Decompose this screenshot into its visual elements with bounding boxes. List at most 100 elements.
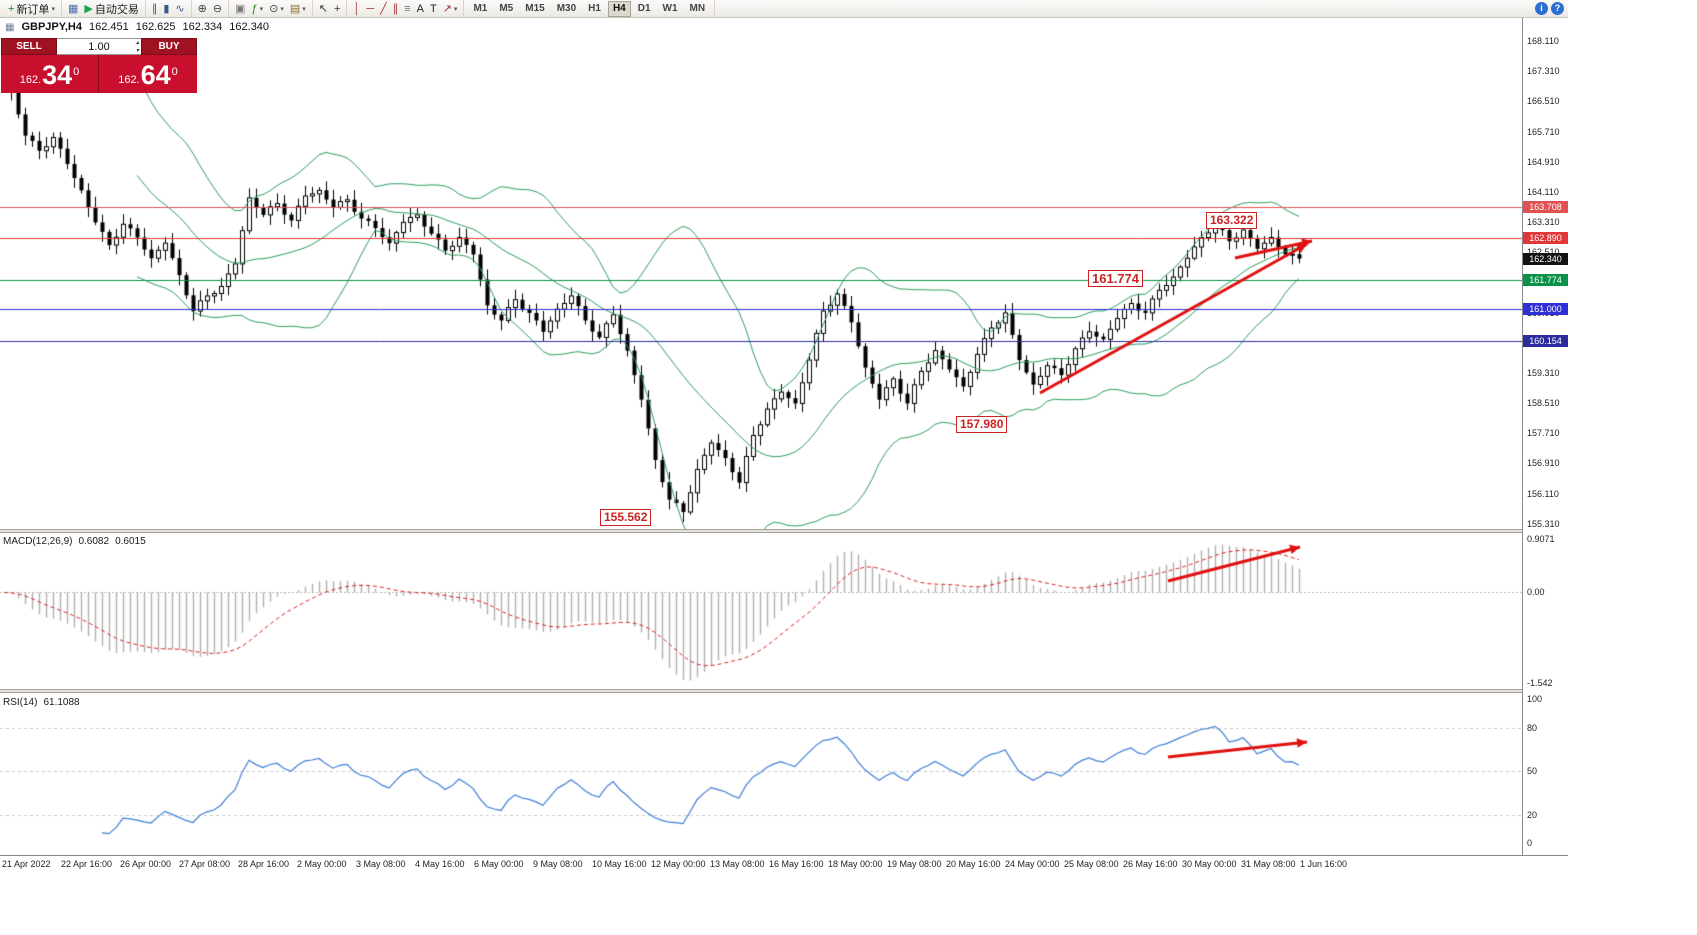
rsi-tick-label: 0 xyxy=(1527,838,1533,849)
charts-grid-button[interactable]: ▦ xyxy=(65,1,81,17)
volume-stepper[interactable]: ▴ ▾ xyxy=(136,39,139,55)
price-pane[interactable] xyxy=(0,18,1522,529)
timeframe-m15-button[interactable]: M15 xyxy=(525,2,545,14)
timeframe-m1-button[interactable]: M1 xyxy=(473,2,488,14)
time-tick-label: 31 May 08:00 xyxy=(1241,859,1296,869)
timeframe-d1-button[interactable]: D1 xyxy=(637,2,651,14)
equidistant-channel-icon: ∥ xyxy=(392,2,399,15)
macd-value-2: 0.6015 xyxy=(115,536,146,547)
low-value: 162.334 xyxy=(182,21,223,33)
line-chart-button[interactable]: ∿ xyxy=(172,1,187,17)
macd-name: MACD(12,26,9) xyxy=(3,536,73,547)
pane-separator[interactable] xyxy=(0,689,1568,693)
help-button[interactable]: ? xyxy=(1551,2,1564,15)
sell-price-pipette: 0 xyxy=(73,66,80,78)
bar-chart-icon: ∥ xyxy=(151,2,158,15)
sell-price-box[interactable]: 162. 34 0 xyxy=(1,55,99,93)
cursor-icon: ↖ xyxy=(318,2,328,15)
price-tick-label: 157.710 xyxy=(1527,428,1560,439)
fibonacci-icon: ≡ xyxy=(404,2,411,15)
rsi-tick-label: 100 xyxy=(1527,693,1543,704)
zoom-out-button[interactable]: ⊖ xyxy=(210,1,225,17)
dropdown-caret-icon[interactable]: ▾ xyxy=(453,5,458,13)
timeframe-h1-button[interactable]: H1 xyxy=(588,2,601,14)
time-tick-label: 26 May 16:00 xyxy=(1123,859,1178,869)
dropdown-caret-icon[interactable]: ▾ xyxy=(51,5,55,13)
macd-indicator-label: MACD(12,26,9) 0.6082 0.6015 xyxy=(3,536,146,547)
price-tick-label: 156.910 xyxy=(1527,458,1560,469)
text-button[interactable]: A xyxy=(414,1,427,17)
periods-button[interactable]: ⊙ ▾ xyxy=(266,1,287,17)
new-order-button-label: 新订单 xyxy=(16,3,50,16)
crosshair-button[interactable]: + xyxy=(331,1,343,17)
price-tick-label: 163.310 xyxy=(1527,217,1560,228)
timeframe-m5-button[interactable]: M5 xyxy=(499,2,514,14)
chart-icon: ▦ xyxy=(5,21,15,33)
fibonacci-button[interactable]: ≡ xyxy=(401,1,413,17)
macd-pane[interactable] xyxy=(0,533,1522,689)
dropdown-caret-icon[interactable]: ▾ xyxy=(302,5,306,13)
trendline-button[interactable]: ╱ xyxy=(377,1,390,17)
price-tick-label: 164.910 xyxy=(1527,156,1560,167)
time-tick-label: 12 May 00:00 xyxy=(651,859,706,869)
macd-value-1: 0.6082 xyxy=(78,536,110,547)
macd-tick-label: 0.00 xyxy=(1527,587,1545,598)
time-tick-label: 1 Jun 16:00 xyxy=(1300,859,1348,869)
timeframe-h4-button[interactable]: H4 xyxy=(607,0,631,17)
buy-price-pipette: 0 xyxy=(171,66,178,78)
charts-grid-icon: ▦ xyxy=(67,2,79,15)
periods-icon: ⊙ xyxy=(269,2,279,15)
ohlc-bars-button[interactable]: ∥ xyxy=(149,1,161,17)
candlesticks-button[interactable]: ▮ xyxy=(160,1,172,17)
candlestick-icon: ▮ xyxy=(163,2,170,15)
label-button[interactable]: T xyxy=(427,1,440,17)
rsi-pane[interactable] xyxy=(0,693,1522,855)
shapes-button[interactable]: ↗ ▾ xyxy=(440,1,461,17)
vertical-line-button[interactable]: │ xyxy=(350,1,363,17)
templates-button[interactable]: ▤ ▾ xyxy=(287,1,309,17)
timeframe-m30-button[interactable]: M30 xyxy=(556,2,577,14)
price-tick-label: 155.310 xyxy=(1527,518,1560,529)
price-annotation[interactable]: 157.980 xyxy=(956,416,1008,433)
buy-price-box[interactable]: 162. 64 0 xyxy=(99,55,197,93)
horizontal-line-button[interactable]: ─ xyxy=(363,1,377,17)
stepper-up-icon[interactable]: ▴ xyxy=(135,40,139,46)
time-tick-label: 3 May 08:00 xyxy=(356,859,406,869)
sell-button[interactable]: SELL xyxy=(1,38,57,55)
horizontal-line-icon: ─ xyxy=(366,2,375,15)
rsi-name: RSI(14) xyxy=(3,697,38,708)
one-click-trading-panel: SELL 1.00 ▴ ▾ BUY 162. 34 0 162. xyxy=(1,38,197,93)
hline-price-tag: 160.154 xyxy=(1523,335,1568,348)
channel-button[interactable]: ∥ xyxy=(390,1,402,17)
stepper-down-icon[interactable]: ▾ xyxy=(135,48,139,54)
timeframe-w1-button[interactable]: W1 xyxy=(662,2,678,14)
rsi-tick-label: 20 xyxy=(1527,809,1538,820)
community-button[interactable]: i xyxy=(1535,2,1548,15)
time-tick-label: 9 May 08:00 xyxy=(533,859,583,869)
time-axis[interactable]: 21 Apr 2022 22 Apr 16:00 26 Apr 00:00 27 Ap… xyxy=(0,855,1568,871)
indicators-button[interactable]: ƒ ▾ xyxy=(248,1,266,17)
price-annotation[interactable]: 163.322 xyxy=(1206,212,1258,229)
autotrading-button[interactable]: ▶ 自动交易 xyxy=(81,1,141,17)
new-order-button[interactable]: + 新订单 ▾ xyxy=(5,1,58,17)
price-annotation[interactable]: 155.562 xyxy=(600,509,652,526)
zoom-in-button[interactable]: ⊕ xyxy=(195,1,210,17)
tile-windows-button[interactable]: ▣ xyxy=(232,1,248,17)
time-tick-label: 24 May 00:00 xyxy=(1005,859,1060,869)
volume-value[interactable]: 1.00 xyxy=(88,40,110,53)
new-order-icon: + xyxy=(8,2,15,15)
timeframe-mn-button[interactable]: MN xyxy=(689,2,706,14)
pane-separator[interactable] xyxy=(0,529,1568,533)
price-axis[interactable]: 168.110 167.310 166.510 165.710 164.910 164.1… xyxy=(1522,18,1568,871)
current-price-tag: 162.340 xyxy=(1523,252,1568,265)
rsi-indicator-label: RSI(14) 61.1088 xyxy=(3,697,80,708)
price-annotation[interactable]: 161.774 xyxy=(1088,270,1143,287)
time-tick-label: 28 Apr 16:00 xyxy=(238,859,290,869)
buy-button[interactable]: BUY xyxy=(141,38,197,55)
time-tick-label: 20 May 16:00 xyxy=(946,859,1001,869)
volume-field[interactable]: 1.00 ▴ ▾ xyxy=(57,38,141,55)
dropdown-caret-icon[interactable]: ▾ xyxy=(259,5,264,13)
cursor-button[interactable]: ↖ xyxy=(316,1,331,17)
dropdown-caret-icon[interactable]: ▾ xyxy=(280,5,284,13)
